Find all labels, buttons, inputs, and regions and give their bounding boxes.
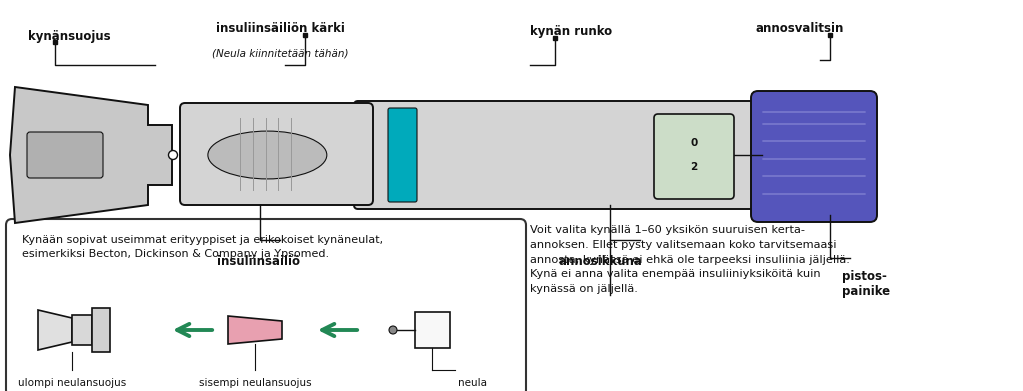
FancyBboxPatch shape (751, 91, 877, 222)
Text: pistos-
painike: pistos- painike (842, 270, 890, 298)
Polygon shape (10, 87, 172, 223)
Text: kynän runko: kynän runko (530, 25, 612, 38)
Circle shape (389, 326, 397, 334)
FancyBboxPatch shape (354, 101, 766, 209)
FancyBboxPatch shape (654, 114, 733, 199)
Text: 0: 0 (691, 138, 698, 148)
Polygon shape (228, 316, 282, 344)
Bar (415, 312, 450, 348)
Polygon shape (72, 315, 92, 345)
FancyBboxPatch shape (388, 108, 417, 202)
Text: (Neula kiinnitetään tähän): (Neula kiinnitetään tähän) (212, 48, 348, 58)
Text: insuliinsäiliö: insuliinsäiliö (217, 255, 300, 268)
Text: Kynään sopivat useimmat erityyppiset ja erikokoiset kynäneulat,
esimerkiksi Bect: Kynään sopivat useimmat erityyppiset ja … (23, 235, 384, 259)
Text: insuliinsäiliön kärki: insuliinsäiliön kärki (216, 22, 345, 35)
Text: annosikkuna: annosikkuna (559, 255, 642, 268)
Text: annosvalitsin: annosvalitsin (756, 22, 844, 35)
Text: Voit valita kynällä 1–60 yksikön suuruisen kerta-
annoksen. Ellet pysty valitsem: Voit valita kynällä 1–60 yksikön suuruis… (530, 225, 850, 294)
Circle shape (169, 151, 178, 160)
Text: 2: 2 (691, 162, 698, 172)
Polygon shape (38, 310, 72, 350)
Polygon shape (92, 308, 110, 352)
Text: neula: neula (458, 378, 487, 388)
Text: ulompi neulansuojus: ulompi neulansuojus (17, 378, 126, 388)
Ellipse shape (208, 131, 326, 179)
Text: sisempi neulansuojus: sisempi neulansuojus (198, 378, 311, 388)
FancyBboxPatch shape (180, 103, 373, 205)
FancyBboxPatch shape (27, 132, 103, 178)
Text: kynänsuojus: kynänsuojus (28, 30, 110, 43)
FancyBboxPatch shape (6, 219, 526, 391)
